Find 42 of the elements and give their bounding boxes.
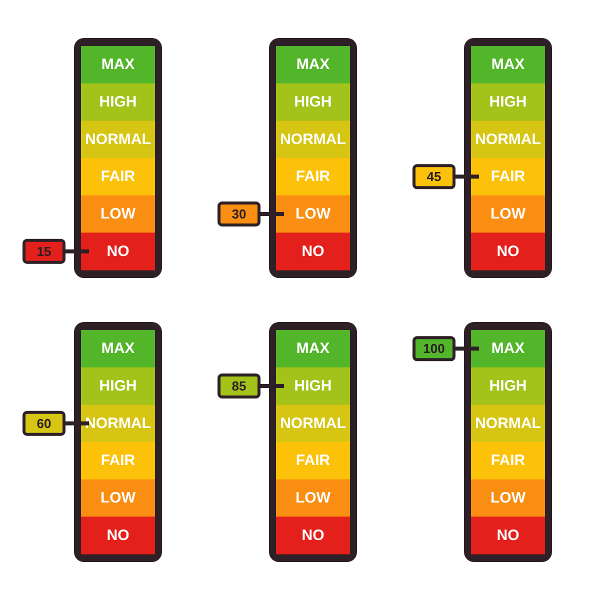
category-label: MAX (296, 340, 330, 358)
category-label: NO (302, 526, 325, 544)
category-label: FAIR (100, 452, 136, 470)
category-label: MAX (491, 340, 525, 358)
category-label: FAIR (490, 452, 526, 470)
category-label: FAIR (100, 168, 136, 186)
category-label: HIGH (294, 378, 332, 394)
category-label: NORMAL (85, 414, 151, 432)
category-label: MAX (491, 56, 525, 74)
category-label: LOW (490, 206, 526, 222)
category-label: NO (496, 242, 520, 260)
category-label: NORMAL (280, 130, 346, 148)
category-label: MAX (101, 340, 135, 358)
data-label: 100 (423, 341, 445, 356)
category-label: HIGH (99, 94, 137, 110)
category-label: NO (302, 242, 325, 260)
category-label: NORMAL (475, 130, 541, 148)
category-label: NORMAL (475, 414, 541, 432)
category-label: HIGH (489, 378, 527, 394)
category-label: LOW (100, 490, 136, 506)
category-label: NO (106, 526, 130, 544)
category-label: NORMAL (280, 414, 346, 432)
data-label: 30 (232, 206, 246, 222)
category-label: HIGH (294, 94, 332, 110)
category-label: FAIR (296, 452, 330, 470)
category-label: HIGH (99, 378, 137, 394)
data-label: 45 (426, 169, 442, 184)
category-label: FAIR (490, 168, 526, 186)
category-label: FAIR (296, 168, 330, 186)
category-label: NO (496, 526, 520, 544)
category-label: MAX (296, 56, 330, 74)
category-label: LOW (296, 490, 332, 506)
data-label: 15 (36, 244, 52, 259)
data-label: 60 (36, 416, 52, 431)
category-label: HIGH (489, 94, 527, 110)
category-label: LOW (100, 206, 136, 222)
category-label: LOW (296, 206, 332, 222)
category-label: NO (106, 242, 130, 260)
category-label: MAX (101, 56, 135, 74)
category-label: NORMAL (85, 130, 151, 148)
data-label: 85 (232, 378, 246, 394)
category-label: LOW (490, 490, 526, 506)
